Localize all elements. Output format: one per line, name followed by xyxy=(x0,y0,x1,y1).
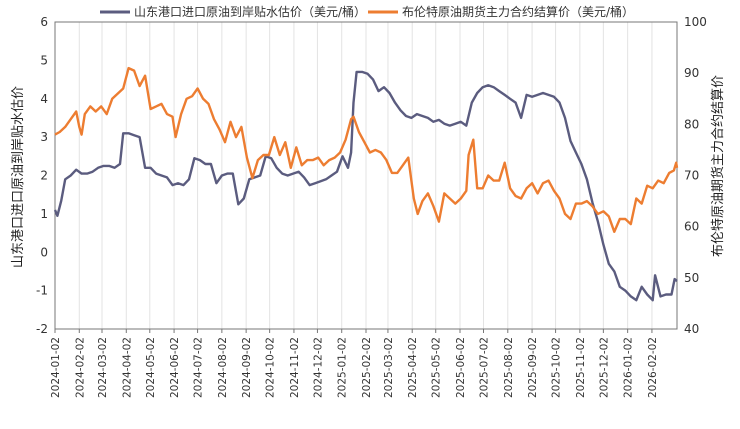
legend-label-series-2: 布伦特原油期货主力合约结算价（美元/桶） xyxy=(402,4,634,19)
x-tick-label: 2025-06-02 xyxy=(455,337,467,398)
y-left-tick-label: 1 xyxy=(40,207,48,221)
y-right-tick-label: 90 xyxy=(684,66,699,80)
y-left-tick-label: 5 xyxy=(40,53,48,67)
x-tick-label: 2024-01-02 xyxy=(50,337,62,398)
x-tick-label: 2025-12-02 xyxy=(598,337,610,398)
plot-area-border xyxy=(54,21,678,330)
x-tick-label: 2024-11-02 xyxy=(289,337,301,398)
y-left-tick-label: 4 xyxy=(40,92,48,106)
x-tick-label: 2026-02-02 xyxy=(647,337,659,398)
series-line-2 xyxy=(54,66,679,234)
legend-label-series-1: 山东港口进口原油到岸贴水估价（美元/桶） xyxy=(134,4,366,19)
y-left-tick-label: -2 xyxy=(36,322,48,336)
x-tick-label: 2025-03-02 xyxy=(383,337,395,398)
x-tick-label: 2024-09-02 xyxy=(241,337,253,398)
y-axis-left-label: 山东港口进口原油到岸贴水估价 xyxy=(11,86,26,268)
x-tick-label: 2024-10-02 xyxy=(265,337,277,398)
y-axis-left-ticks: -2 -1 0 1 2 3 4 5 6 xyxy=(36,15,48,336)
y-left-tick-label: 6 xyxy=(40,15,48,29)
x-tick-label: 2025-09-02 xyxy=(527,337,539,398)
x-tick-label: 2024-02-02 xyxy=(74,337,86,398)
y-right-tick-label: 70 xyxy=(684,169,699,183)
y-right-tick-label: 50 xyxy=(684,271,699,285)
vertical-gridlines xyxy=(54,22,653,329)
y-right-tick-label: 80 xyxy=(684,117,699,131)
x-tick-label: 2024-07-02 xyxy=(193,337,205,398)
x-tick-label: 2024-08-02 xyxy=(217,337,229,398)
y-right-tick-label: 60 xyxy=(684,220,699,234)
y-axis-right-ticks: 40 50 60 70 80 90 100 xyxy=(684,15,707,336)
y-left-tick-label: 2 xyxy=(40,169,48,183)
series-line-1 xyxy=(53,70,678,302)
x-tick-label: 2025-07-02 xyxy=(479,337,491,398)
y-right-tick-label: 40 xyxy=(684,322,699,336)
x-tick-label: 2025-11-02 xyxy=(575,337,587,398)
x-axis-ticks: 2024-01-02 2024-02-02 2024-03-02 2024-04-02… xyxy=(50,329,659,398)
legend: 山东港口进口原油到岸贴水估价（美元/桶） 布伦特原油期货主力合约结算价（美元/桶… xyxy=(100,4,634,19)
x-tick-label: 2026-01-02 xyxy=(623,337,635,398)
x-tick-label: 2024-04-02 xyxy=(121,337,133,398)
x-tick-label: 2025-05-02 xyxy=(431,337,443,398)
x-tick-label: 2025-01-02 xyxy=(337,337,349,398)
y-left-tick-label: -1 xyxy=(36,284,48,298)
x-tick-label: 2025-04-02 xyxy=(407,337,419,398)
y-left-tick-label: 0 xyxy=(40,245,48,259)
series-layer xyxy=(53,66,679,302)
x-tick-label: 2024-06-02 xyxy=(169,337,181,398)
x-tick-label: 2024-12-02 xyxy=(312,337,324,398)
x-tick-label: 2025-08-02 xyxy=(503,337,515,398)
x-tick-label: 2025-10-02 xyxy=(551,337,563,398)
x-tick-label: 2024-05-02 xyxy=(145,337,157,398)
x-tick-label: 2024-03-02 xyxy=(97,337,109,398)
y-right-tick-label: 100 xyxy=(684,15,707,29)
x-tick-label: 2025-02-02 xyxy=(361,337,373,398)
y-axis-right-label: 布伦特原油期货主力合约结算价 xyxy=(710,75,726,257)
y-left-tick-label: 3 xyxy=(40,130,48,144)
